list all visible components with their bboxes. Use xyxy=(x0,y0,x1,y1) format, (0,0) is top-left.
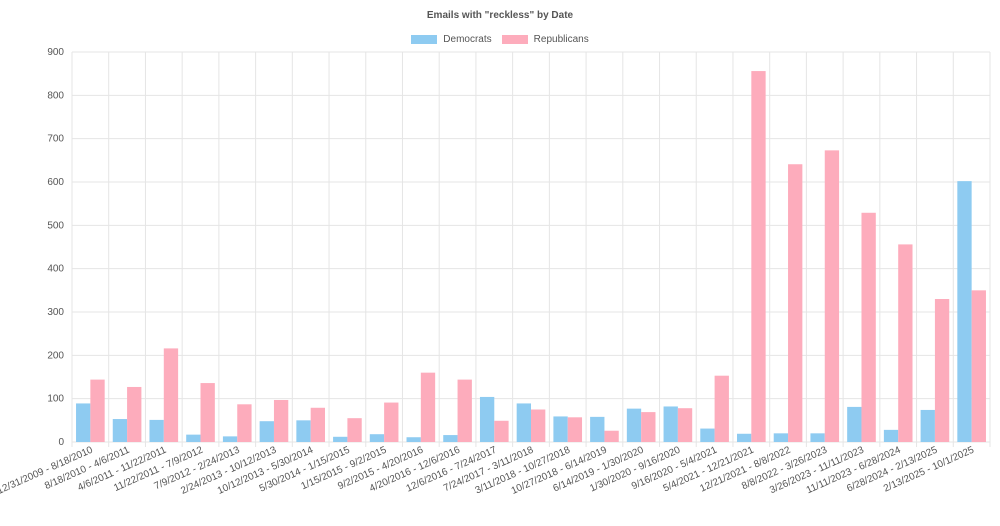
bar-republicans-23 xyxy=(934,299,950,442)
y-tick-label: 600 xyxy=(47,177,64,188)
bar-democrats-14 xyxy=(590,416,605,442)
bar-republicans-11 xyxy=(494,420,509,442)
bar-republicans-2 xyxy=(163,348,179,442)
bar-republicans-14 xyxy=(604,430,619,442)
legend-label-democrats: Democrats xyxy=(443,34,492,45)
bar-democrats-15 xyxy=(626,408,642,442)
bar-democrats-3 xyxy=(186,434,201,442)
bar-democrats-20 xyxy=(810,433,825,442)
bar-republicans-12 xyxy=(531,409,546,442)
y-tick-label: 300 xyxy=(47,307,64,318)
y-tick-label: 400 xyxy=(47,264,64,275)
bar-republicans-8 xyxy=(384,402,399,442)
bar-democrats-21 xyxy=(847,406,862,442)
bar-democrats-19 xyxy=(773,433,789,442)
bar-democrats-16 xyxy=(663,406,678,442)
bar-democrats-8 xyxy=(369,434,385,442)
legend-label-republicans: Republicans xyxy=(533,34,589,45)
bar-democrats-13 xyxy=(553,416,568,442)
bar-republicans-4 xyxy=(237,404,252,442)
bar-democrats-11 xyxy=(479,396,495,442)
y-tick-label: 900 xyxy=(47,47,64,58)
bar-democrats-5 xyxy=(259,421,274,442)
bar-democrats-12 xyxy=(516,403,531,442)
bar-republicans-15 xyxy=(641,412,656,442)
bar-republicans-6 xyxy=(310,407,326,442)
bar-republicans-13 xyxy=(567,417,583,442)
bar-democrats-2 xyxy=(149,419,164,442)
bar-republicans-10 xyxy=(457,379,472,442)
bar-republicans-16 xyxy=(677,408,693,442)
bar-republicans-24 xyxy=(971,290,986,442)
bar-democrats-18 xyxy=(736,433,752,442)
bar-republicans-3 xyxy=(200,383,215,442)
chart-title: Emails with "reckless" by Date xyxy=(426,10,574,21)
y-tick-label: 0 xyxy=(58,437,64,448)
bar-democrats-4 xyxy=(222,436,238,442)
bar-republicans-21 xyxy=(861,212,876,442)
bar-republicans-18 xyxy=(751,71,766,443)
bar-democrats-0 xyxy=(76,403,91,442)
legend-item-republicans[interactable]: Republicans xyxy=(501,34,589,45)
bar-democrats-22 xyxy=(883,429,899,442)
bar-republicans-0 xyxy=(90,379,105,442)
y-tick-label: 700 xyxy=(47,134,64,145)
bar-democrats-6 xyxy=(296,420,311,442)
bar-democrats-7 xyxy=(333,436,348,442)
y-tick-label: 500 xyxy=(47,220,64,231)
bar-republicans-9 xyxy=(420,372,436,442)
bar-republicans-7 xyxy=(347,418,362,442)
bar-democrats-23 xyxy=(920,409,935,442)
y-tick-label: 200 xyxy=(47,350,64,361)
bar-republicans-20 xyxy=(824,150,840,442)
legend-item-democrats[interactable]: Democrats xyxy=(411,34,492,45)
chart-legend: Democrats Republicans xyxy=(0,34,1000,45)
bar-republicans-22 xyxy=(898,244,913,442)
legend-swatch-democrats xyxy=(411,35,438,44)
bar-democrats-24 xyxy=(957,181,972,442)
bar-democrats-10 xyxy=(443,435,458,442)
bar-republicans-1 xyxy=(127,386,142,442)
bar-republicans-5 xyxy=(273,399,289,442)
bar-republicans-17 xyxy=(714,375,729,442)
bar-democrats-17 xyxy=(700,428,715,442)
legend-swatch-republicans xyxy=(501,35,528,44)
bar-democrats-9 xyxy=(406,437,421,442)
y-tick-label: 800 xyxy=(47,90,64,101)
y-tick-label: 100 xyxy=(47,394,64,405)
bar-republicans-19 xyxy=(788,164,803,442)
bar-democrats-1 xyxy=(112,419,128,442)
